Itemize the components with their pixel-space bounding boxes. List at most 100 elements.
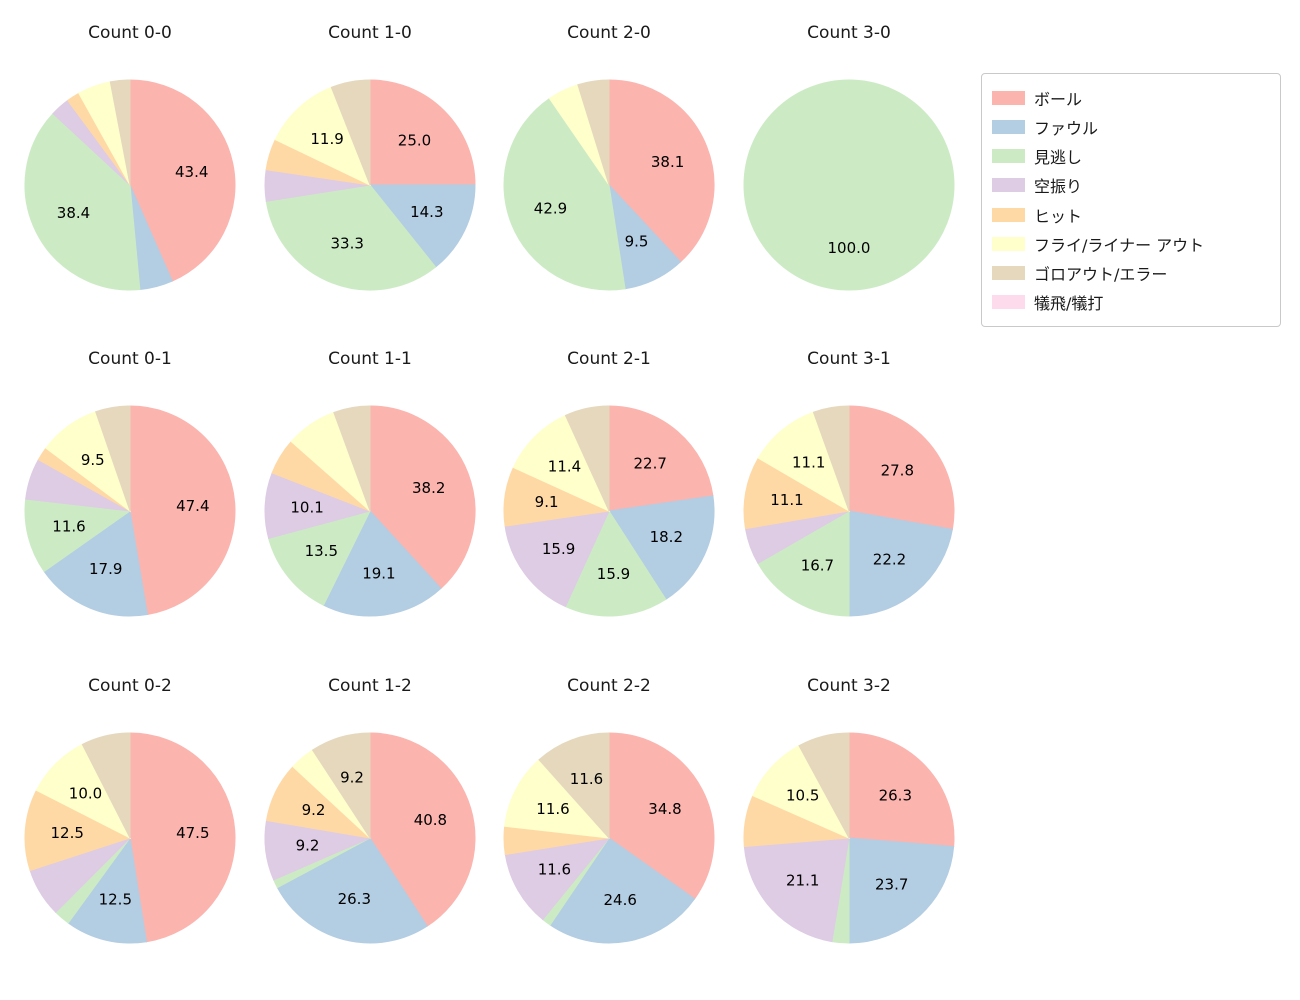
pie-percent-label: 15.9 xyxy=(542,540,575,558)
pie-percent-label: 18.2 xyxy=(650,528,683,546)
pie-percent-label: 9.1 xyxy=(535,493,559,511)
pie-percent-label: 21.1 xyxy=(786,872,819,890)
legend-item: ファウル xyxy=(992,112,1272,141)
pie-chart: 38.1 9.5 42.9 xyxy=(503,79,715,291)
legend-item: ヒット xyxy=(992,200,1272,229)
legend-label: ゴロアウト/エラー xyxy=(1034,265,1168,285)
pie-slice-ball xyxy=(608,732,715,900)
pie-percent-label: 11.6 xyxy=(538,861,571,879)
pie-percent-label: 22.2 xyxy=(873,550,906,568)
pie-percent-label: 25.0 xyxy=(398,131,431,149)
legend-label: ファウル xyxy=(1034,118,1099,138)
pie-slice-called-strike xyxy=(743,79,955,291)
pie-chart: 40.8 26.3 9.2 9.2 9.2 xyxy=(264,732,476,944)
pie-percent-label: 47.4 xyxy=(176,497,209,515)
pie-slice-groundout-error xyxy=(311,732,371,840)
pie-chart: 34.824.611.611.611.6 xyxy=(503,732,715,944)
pie-percent-label: 38.1 xyxy=(651,153,684,171)
chart-cell-count-3-2: Count 3-2 26.3 23.7 21.1 10.5 xyxy=(729,673,969,1000)
pie-percent-label: 19.1 xyxy=(362,564,395,582)
legend-label: ヒット xyxy=(1034,206,1083,226)
pie-percent-label: 11.6 xyxy=(52,518,85,536)
pie-percent-label: 11.1 xyxy=(792,454,825,472)
chart-cell-count-2-1: Count 2-1 22.7 18.2 15.9 15.9 9.1 11.4 xyxy=(489,346,729,676)
pie-slice-groundout-error xyxy=(538,732,610,840)
pie-percent-label: 9.5 xyxy=(81,451,105,469)
chart-cell-count-0-1: Count 0-1 47.4 17.9 11.6 9.5 xyxy=(10,346,250,676)
pie-chart: 26.3 23.7 21.1 10.5 xyxy=(743,732,955,944)
pie-slice-called-strike xyxy=(757,510,850,617)
chart-cell-count-1-2: Count 1-2 40.8 26.3 9.2 9.2 9.2 xyxy=(250,673,490,1000)
pie-chart: 38.2 19.1 13.5 10.1 xyxy=(264,405,476,617)
pie-slice-ball xyxy=(848,405,955,530)
pie-percent-label: 14.3 xyxy=(410,203,443,221)
pie-slice-ball xyxy=(848,732,955,848)
pie-chart: 47.4 17.9 11.6 9.5 xyxy=(24,405,236,617)
pie-chart: 27.8 22.2 16.7 11.1 11.1 xyxy=(743,405,955,617)
legend-item: 見逃し xyxy=(992,142,1272,171)
chart-title: Count 0-2 xyxy=(88,676,172,696)
pie-percent-label: 17.9 xyxy=(89,560,122,578)
pie-chart: 22.7 18.2 15.9 15.9 9.1 11.4 xyxy=(503,405,715,617)
pie-slice-called-strike xyxy=(268,510,371,606)
pie-percent-label: 34.8 xyxy=(648,800,681,818)
pie-percent-label: 15.9 xyxy=(597,565,630,583)
pie-slice-fly-liner-out xyxy=(752,744,851,840)
pie-percent-label: 100.0 xyxy=(828,239,871,257)
pie-slice-called-strike xyxy=(265,184,437,291)
pie-slice-ball xyxy=(129,732,236,943)
pie-chart: 47.5 12.5 12.5 10.0 xyxy=(24,732,236,944)
legend-color-swatch xyxy=(992,178,1025,193)
legend-item: ボール xyxy=(992,83,1272,112)
pie-slice-foul xyxy=(848,510,953,617)
legend-color-swatch xyxy=(992,236,1025,251)
pie-percent-label: 26.3 xyxy=(338,890,371,908)
pie-slice-fly-liner-out xyxy=(274,86,371,187)
pie-slice-foul xyxy=(608,495,715,600)
chart-cell-count-1-1: Count 1-1 38.2 19.1 13.5 10.1 xyxy=(250,346,490,676)
pie-chart: 25.0 14.3 33.3 11.9 xyxy=(264,79,476,291)
chart-cell-count-1-0: Count 1-0 25.0 14.3 33.3 11.9 xyxy=(250,20,490,350)
legend: ボール ファウル 見逃し 空振り ヒット フライ/ライナー アウト ゴロアウト/… xyxy=(981,73,1281,327)
pie-percent-label: 10.1 xyxy=(290,499,323,517)
legend-label: フライ/ライナー アウト xyxy=(1034,235,1205,255)
chart-cell-count-3-1: Count 3-1 27.8 22.2 16.7 11.1 11.1 xyxy=(729,346,969,676)
pie-slice-groundout-error xyxy=(564,405,610,512)
pie-slice-swinging-strike xyxy=(743,837,850,943)
chart-title: Count 2-0 xyxy=(567,23,651,43)
chart-title: Count 3-2 xyxy=(807,676,891,696)
pie-slice-foul xyxy=(276,837,428,944)
pie-percent-label: 10.5 xyxy=(786,786,819,804)
legend-color-swatch xyxy=(992,295,1025,310)
legend-item: ゴロアウト/エラー xyxy=(992,259,1272,288)
legend-label: 犠飛/犠打 xyxy=(1034,294,1104,314)
pie-slice-foul xyxy=(67,836,148,944)
chart-title: Count 3-0 xyxy=(807,23,891,43)
chart-title: Count 1-1 xyxy=(328,349,412,369)
pie-slice-called-strike xyxy=(564,509,667,617)
pie-slice-groundout-error xyxy=(812,405,850,512)
pie-percent-label: 38.4 xyxy=(57,204,90,222)
legend-color-swatch xyxy=(992,266,1025,281)
pie-percent-label: 9.2 xyxy=(340,769,364,787)
chart-cell-count-0-2: Count 0-2 47.5 12.5 12.5 10.0 xyxy=(10,673,250,1000)
pie-slice-groundout-error xyxy=(330,79,371,186)
legend-label: ボール xyxy=(1034,89,1083,109)
legend-color-swatch xyxy=(992,90,1025,105)
legend-item: 空振り xyxy=(992,171,1272,200)
pie-percent-label: 43.4 xyxy=(175,163,208,181)
pie-slice-called-strike xyxy=(24,112,141,291)
pie-slice-foul xyxy=(43,510,148,617)
pie-slice-foul xyxy=(368,184,476,268)
pie-percent-label: 24.6 xyxy=(603,891,636,909)
legend-color-swatch xyxy=(992,119,1025,134)
pie-slice-ball xyxy=(369,405,476,590)
pie-slice-hit xyxy=(743,457,851,530)
pie-slice-swinging-strike xyxy=(504,837,611,921)
pie-percent-label: 26.3 xyxy=(879,786,912,804)
chart-title: Count 1-2 xyxy=(328,676,412,696)
pie-percent-label: 27.8 xyxy=(881,462,914,480)
pie-percent-label: 13.5 xyxy=(305,542,338,560)
pie-slice-ball xyxy=(129,405,236,616)
pie-slice-foul xyxy=(848,837,955,944)
